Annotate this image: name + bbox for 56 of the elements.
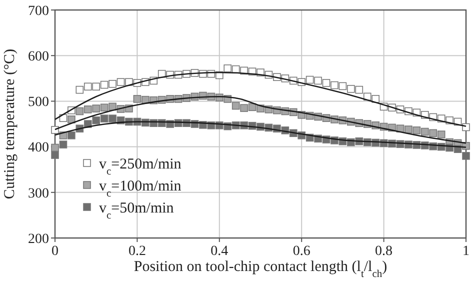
- point: [84, 82, 92, 91]
- point: [108, 102, 116, 111]
- point: [92, 82, 100, 91]
- point: [421, 128, 429, 136]
- point: [462, 123, 470, 132]
- point: [330, 81, 338, 90]
- point: [68, 116, 76, 124]
- point: [462, 152, 470, 160]
- point: [314, 76, 322, 85]
- point: [404, 126, 412, 134]
- point: [347, 84, 355, 93]
- y-tick-label: 300: [28, 186, 49, 202]
- point: [429, 129, 438, 138]
- point: [100, 80, 108, 89]
- legend-label: v$_{c}$=50m/min: [99, 200, 174, 221]
- point: [76, 86, 84, 94]
- x-tick-label: 0.2: [128, 244, 146, 259]
- point: [68, 132, 76, 140]
- y-tick-label: 400: [28, 140, 49, 156]
- point: [100, 104, 108, 112]
- point: [306, 76, 314, 84]
- point: [84, 106, 92, 114]
- point: [76, 107, 84, 116]
- point: [363, 92, 372, 101]
- point: [338, 82, 347, 90]
- point: [92, 104, 100, 112]
- x-tick-label: 0.4: [210, 244, 228, 259]
- point: [51, 144, 59, 152]
- point: [108, 80, 116, 88]
- point: [133, 95, 142, 103]
- point: [92, 116, 100, 124]
- x-tick-label: 0.8: [375, 244, 393, 259]
- point: [224, 64, 232, 72]
- x-tick-label: 1: [462, 244, 470, 259]
- point: [437, 130, 446, 138]
- y-axis-title: Cutting temperature (°C): [2, 48, 18, 200]
- legend-label: v$_{c}$=100m/min: [99, 178, 182, 199]
- x-tick-label: 0.6: [292, 244, 310, 259]
- point: [51, 151, 59, 159]
- legend-label: v$_{c}$=250m/min: [99, 156, 182, 177]
- y-tick-label: 700: [28, 4, 49, 19]
- point: [59, 140, 68, 148]
- y-tick-label: 200: [28, 232, 49, 247]
- y-tick-label: 600: [28, 50, 49, 64]
- point: [322, 79, 330, 87]
- point: [412, 126, 421, 134]
- x-axis-title: Position on tool-chip contact length (l$_{t}$/l$_{ch}$): [134, 259, 388, 280]
- point: [108, 114, 116, 122]
- point: [100, 114, 108, 122]
- point: [248, 103, 256, 112]
- x-tick-label: 0: [52, 244, 58, 259]
- point: [240, 104, 248, 112]
- point: [232, 102, 240, 110]
- y-tick-label: 500: [28, 95, 49, 110]
- point: [116, 78, 125, 86]
- point: [355, 86, 364, 94]
